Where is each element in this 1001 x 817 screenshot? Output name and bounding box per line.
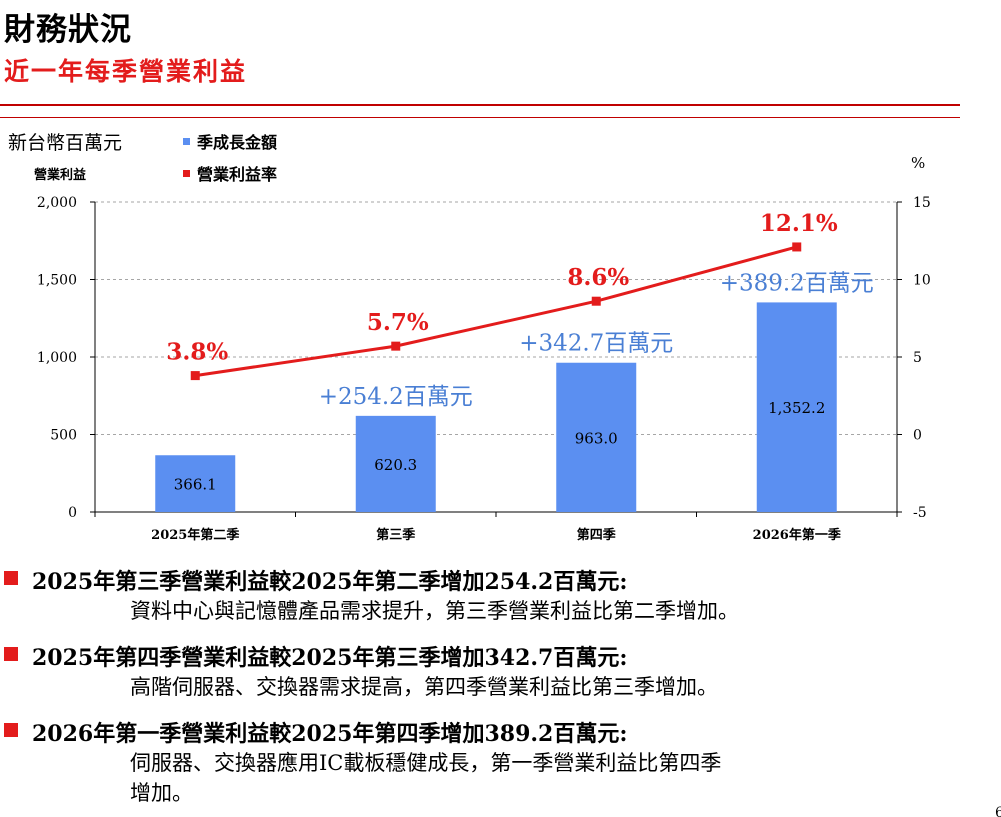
y2-tick-label: 5 (913, 350, 922, 366)
margin-value-label: 12.1% (760, 210, 838, 237)
bar (155, 455, 236, 512)
y-tick-label: 500 (50, 428, 77, 444)
margin-point (190, 371, 200, 381)
margin-value-label: 5.7% (367, 309, 429, 336)
y2-tick-label: 15 (913, 195, 931, 211)
bar-growth-label: +389.2百萬元 (720, 270, 874, 296)
y-tick-label: 1,500 (37, 273, 77, 289)
margin-value-label: 8.6% (567, 264, 629, 291)
bullet-text: 增加。 (130, 781, 193, 805)
margin-point (792, 242, 802, 252)
bullet-text: 伺服器、交換器應用IC載板穩健成長，第一季營業利益比第四季 (130, 751, 722, 775)
x-tick-label: 第四季 (577, 527, 616, 543)
bullet-text: 高階伺服器、交換器需求提高，第四季營業利益比第三季增加。 (130, 675, 718, 699)
bullet-text: 資料中心與記憶體產品需求提升，第三季營業利益比第二季增加。 (130, 599, 739, 623)
page-title: 財務狀況 (4, 12, 132, 48)
bar-value-label: 1,352.2 (768, 399, 825, 417)
bar-value-label: 620.3 (374, 456, 417, 474)
margin-point (591, 296, 601, 306)
legend-label-line: 營業利益率 (197, 165, 277, 184)
margin-value-label: 3.8% (166, 339, 228, 366)
divider-thick (0, 104, 960, 106)
y2-tick-label: 10 (913, 273, 931, 289)
bullet-square-icon (4, 571, 18, 585)
bullet-square-icon (4, 647, 18, 661)
bar-value-label: 963.0 (575, 429, 618, 447)
legend: 季成長金額 營業利益率 (183, 133, 277, 184)
x-tick-label: 第三季 (376, 527, 415, 543)
bullet-square-icon (4, 723, 18, 737)
bar-growth-label: +342.7百萬元 (519, 331, 673, 357)
legend-swatch-line (183, 170, 190, 177)
bar-value-label: 366.1 (174, 476, 217, 494)
bullet-heading: 2025年第三季營業利益較2025年第二季增加254.2百萬元: (32, 569, 628, 595)
y2-axis-label: % (911, 154, 925, 172)
page-subtitle: 近一年每季營業利益 (4, 57, 248, 86)
y2-tick-label: -5 (913, 505, 927, 521)
x-tick-label: 2026年第一季 (753, 527, 841, 543)
unit-label: 新台幣百萬元 (8, 132, 122, 154)
bar-growth-label: +254.2百萬元 (319, 384, 473, 410)
y-axis-label: 營業利益 (34, 167, 86, 183)
x-tick-label: 2025年第二季 (151, 527, 239, 543)
legend-swatch-bar (183, 138, 190, 145)
y2-tick-label: 0 (913, 428, 922, 444)
operating-income-chart: 新台幣百萬元 營業利益 % 季成長金額 營業利益率 0 500 1,000 1,500… (8, 132, 931, 543)
bar (556, 362, 637, 512)
bar (355, 415, 436, 512)
bullet-heading: 2025年第四季營業利益較2025年第三季增加342.7百萬元: (32, 645, 628, 671)
page-number: 6 (995, 805, 1001, 817)
divider-thin (0, 117, 960, 118)
y-tick-label: 2,000 (37, 195, 77, 211)
margin-line (195, 245, 798, 378)
legend-label-bar: 季成長金額 (196, 133, 277, 152)
y-tick-label: 0 (68, 505, 77, 521)
bullet-heading: 2026年第一季營業利益較2025年第四季增加389.2百萬元: (32, 721, 628, 747)
bar (756, 302, 837, 512)
margin-point (391, 341, 401, 351)
y-tick-label: 1,000 (37, 350, 77, 366)
